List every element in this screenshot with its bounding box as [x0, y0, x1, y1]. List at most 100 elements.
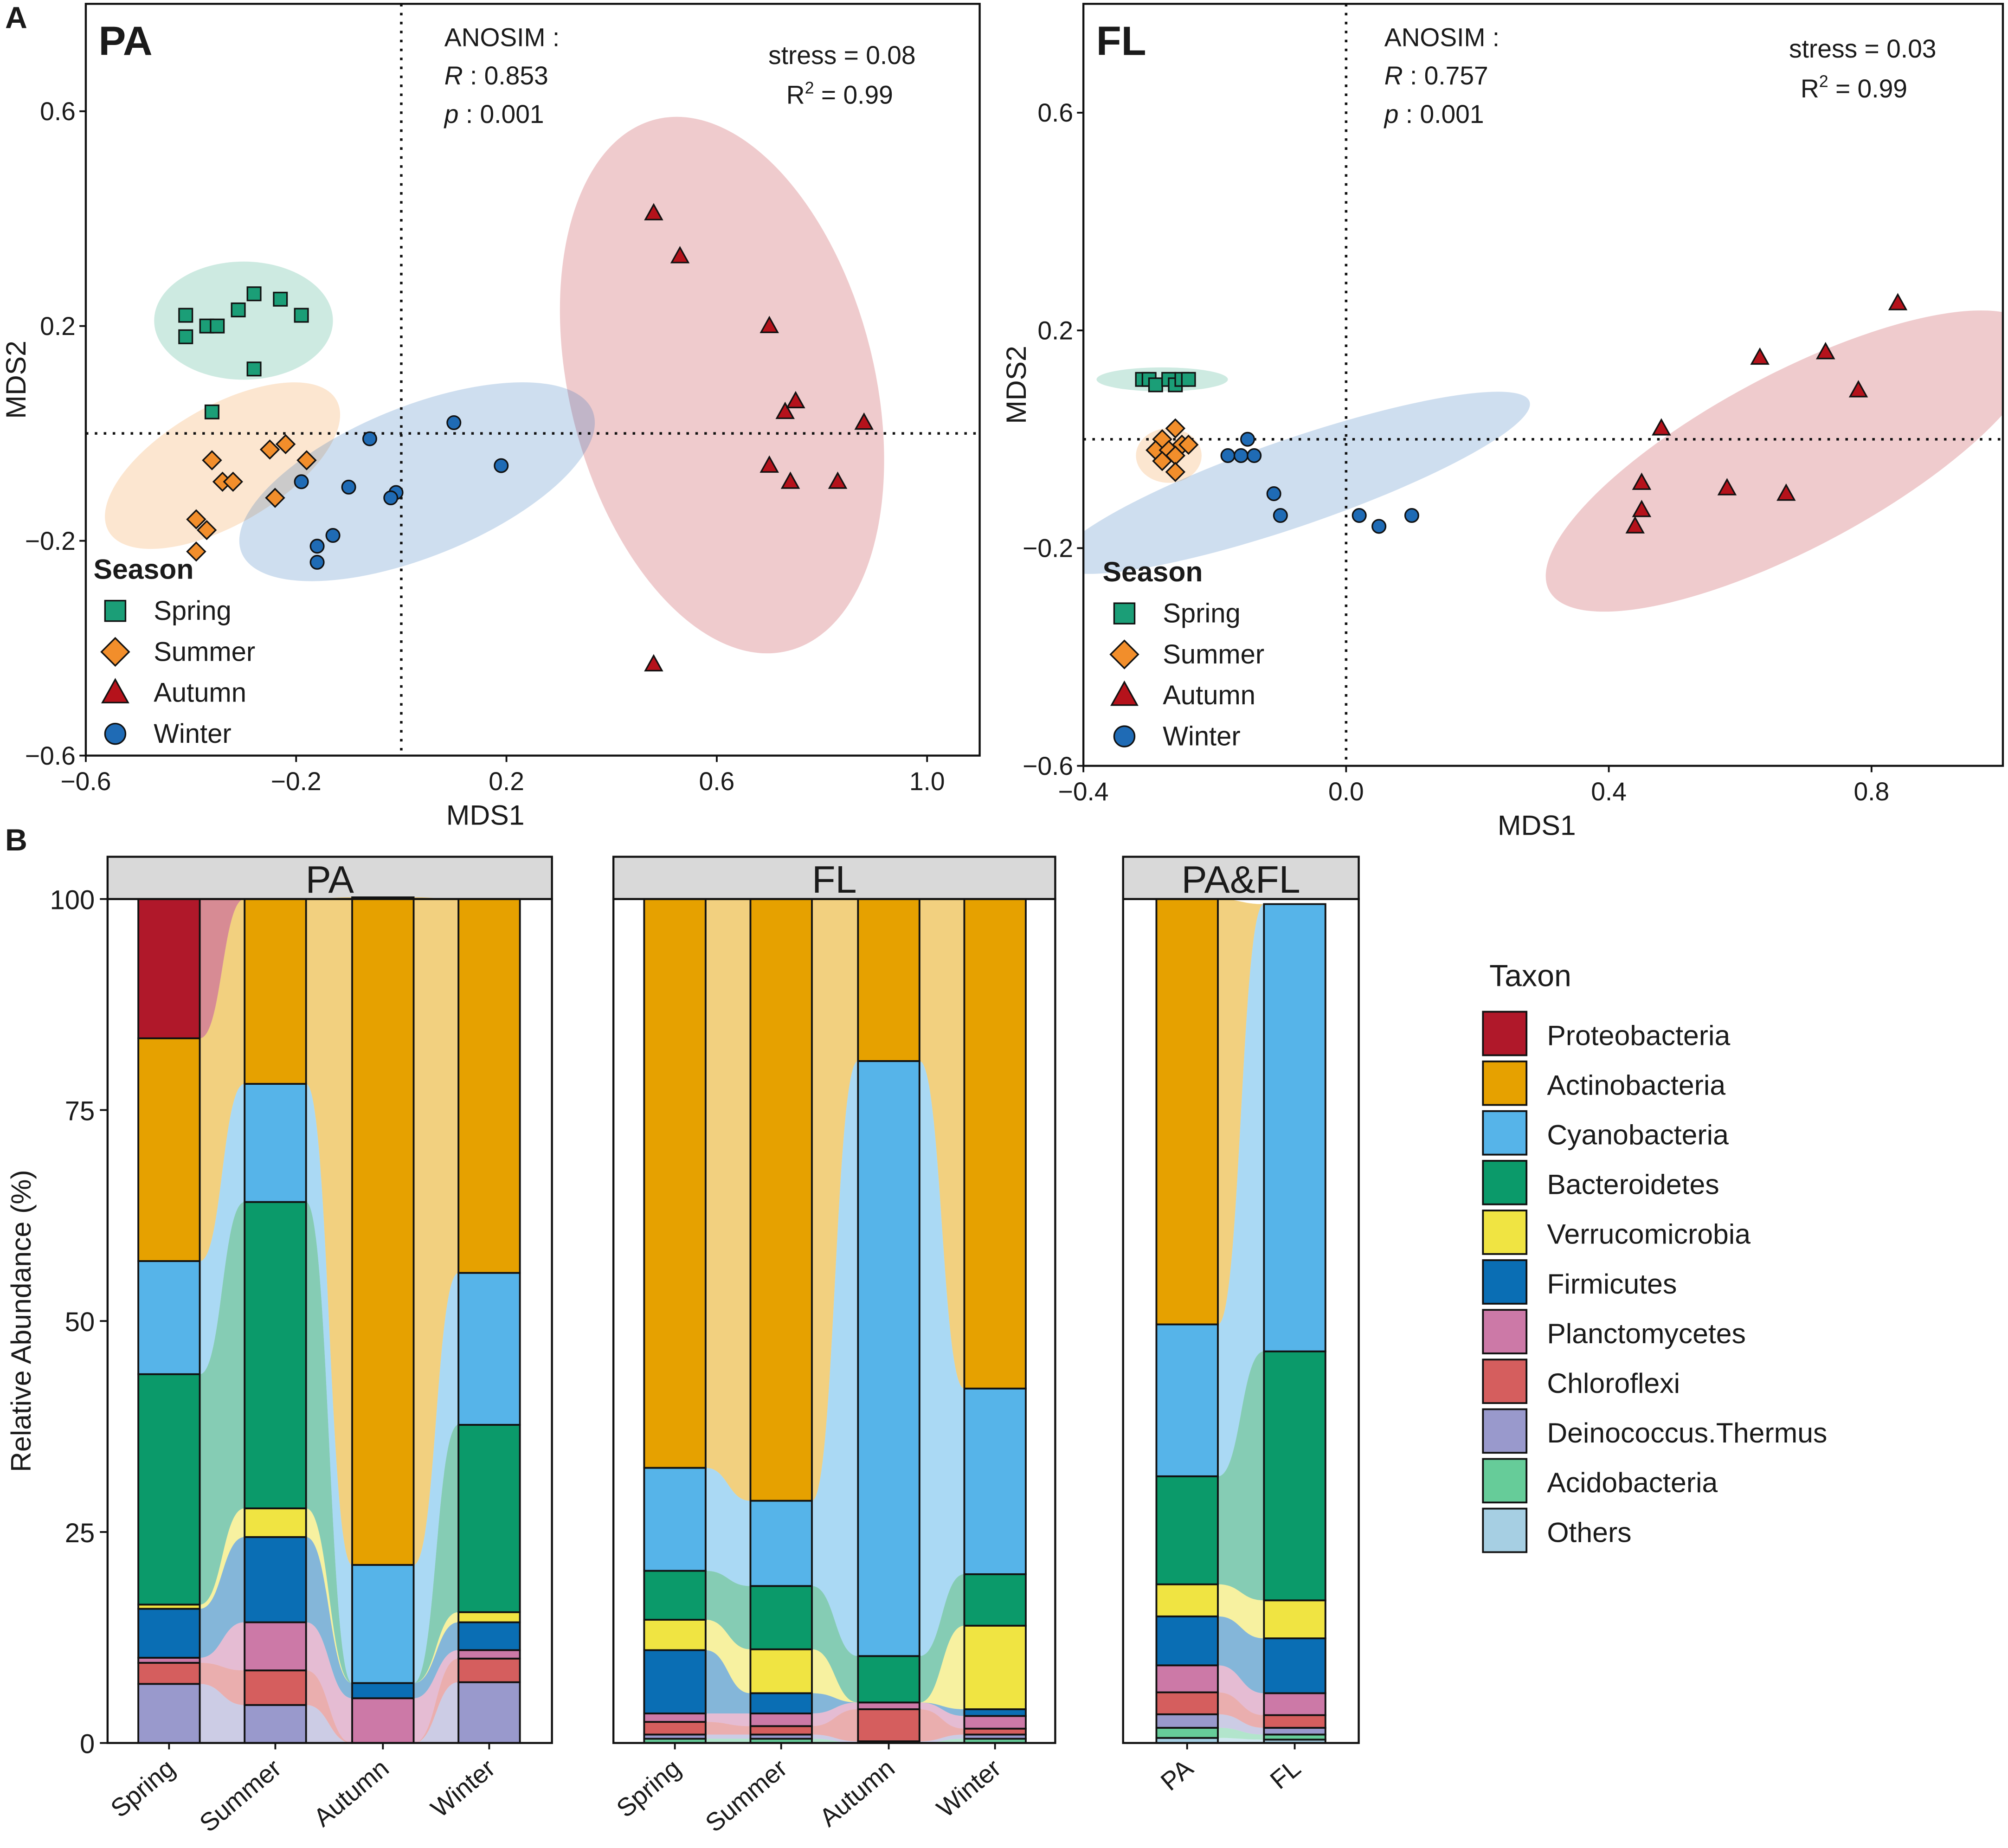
anosim-p: p : 0.001	[444, 100, 544, 129]
bar-segment-bacteroidetes	[857, 1655, 920, 1704]
summer-confidence-ellipse	[105, 382, 341, 549]
spring-point	[246, 361, 262, 377]
flow-actinobacteria	[413, 897, 459, 1565]
bar-segment-chloroflexi	[244, 1669, 307, 1706]
y-tick-label: 50	[65, 1307, 95, 1337]
bar-segment-cyanobacteria	[1155, 1323, 1219, 1477]
winter-point	[341, 479, 356, 495]
bar-segment-firmicutes	[1263, 1637, 1326, 1694]
strip-background	[1122, 856, 1360, 900]
plot-frame	[1082, 3, 2004, 767]
x-tick-label: −0.6	[60, 767, 111, 796]
panel-frame	[106, 898, 553, 1744]
legend-label-spring: Spring	[154, 596, 232, 626]
flow-actinobacteria	[919, 899, 965, 1389]
legend-label-planctomycetes: Planctomycetes	[1547, 1318, 1746, 1349]
x-tick-label: 1.0	[909, 767, 945, 796]
flow-firmicutes	[200, 1537, 245, 1658]
autumn-point	[1632, 500, 1652, 517]
bar-segment-bacteroidetes	[749, 1585, 813, 1650]
bar-segment-bacteroidetes	[643, 1570, 707, 1621]
legend-swatch-acidobacteria	[1482, 1458, 1528, 1504]
bar-segment-deinococcus-thermus	[1263, 1726, 1326, 1736]
bar-segment-planctomycetes	[244, 1621, 307, 1672]
autumn-point	[1776, 483, 1796, 501]
legend-marker-summer	[100, 637, 130, 667]
bar-segment-verrucomicrobia	[457, 1611, 521, 1623]
stacked-bar-chart: 0 25 50 75 100 Relative Abundance (%) PA Spring…	[5, 856, 1360, 1838]
flow-acidobacteria	[1217, 1727, 1264, 1740]
flow-cyanobacteria	[200, 1084, 245, 1374]
autumn-point	[759, 316, 779, 333]
r-squared: R2 = 0.99	[786, 79, 893, 109]
panel-title: FL	[1096, 18, 1146, 64]
legend-marker-summer	[1109, 639, 1139, 670]
spring-point	[246, 286, 262, 302]
winter-confidence-ellipse	[239, 382, 595, 581]
bar-segment-actinobacteria	[749, 898, 813, 1502]
flow-cyanobacteria	[705, 1468, 751, 1586]
legend-swatch-cyanobacteria	[1482, 1110, 1528, 1156]
flow-chloroflexi	[811, 1709, 858, 1742]
flow-firmicutes	[705, 1650, 751, 1713]
flow-firmicutes	[1217, 1616, 1264, 1693]
bar-segment-chloroflexi	[643, 1721, 707, 1736]
winter-point	[309, 539, 325, 554]
winter-point	[1352, 508, 1367, 523]
spring-point	[178, 329, 193, 344]
flow-actinobacteria	[705, 899, 751, 1501]
bar-segment-actinobacteria	[244, 898, 307, 1085]
taxon-legend: Taxon Proteobacteria Actinobacteria Cyanoba…	[1482, 959, 1827, 1553]
x-tick-label: Autumn	[308, 1753, 394, 1832]
legend-swatch-chloroflexi	[1482, 1359, 1528, 1404]
x-tick-label: Winter	[931, 1753, 1006, 1823]
y-tick-label: −0.6	[25, 741, 76, 770]
autumn-point	[1888, 293, 1908, 310]
summer-point	[1178, 434, 1199, 455]
y-tick-label: 0.6	[1037, 98, 1073, 127]
flow-firmicutes	[306, 1537, 353, 1699]
spring-confidence-ellipse	[154, 261, 333, 380]
r-squared-value: = 0.99	[814, 81, 893, 109]
legend-label-bacteroidetes: Bacteroidetes	[1547, 1169, 1719, 1200]
bar-segment-cyanobacteria	[1263, 903, 1326, 1352]
flow-actinobacteria	[200, 899, 245, 1262]
flow-deinococcus-thermus	[811, 1734, 858, 1743]
winter-point	[294, 474, 309, 489]
bar-segment-firmicutes	[137, 1608, 201, 1659]
bar-segment-firmicutes	[457, 1621, 521, 1651]
winter-point	[1404, 508, 1419, 523]
bar-segment-bacteroidetes	[457, 1423, 521, 1613]
winter-point	[494, 458, 509, 473]
summer-point	[259, 439, 280, 460]
y-tick-label: −0.2	[25, 527, 76, 555]
anosim-p-key: p	[444, 100, 459, 129]
spring-point	[204, 404, 219, 419]
panel-frame	[612, 898, 1056, 1744]
anosim-p-value: : 0.001	[1398, 100, 1484, 129]
bar-segment-bacteroidetes	[244, 1201, 307, 1509]
bar-segment-deinococcus-thermus	[244, 1704, 307, 1744]
flow-actinobacteria	[306, 897, 353, 1565]
legend-label-winter: Winter	[1163, 721, 1240, 751]
bar-panel-pa: PA Spring Summer Autumn Winter	[105, 856, 553, 1838]
bar-segment-chloroflexi	[1155, 1691, 1219, 1715]
flow-verrucomicrobia	[1217, 1584, 1264, 1639]
bar-segment-actinobacteria	[1155, 898, 1219, 1326]
scatter-chart-fl: −0.4 0.0 0.4 0.8 −0.6 −0.2 0.2 0.6 MDS1 MDS2 FL ANO…	[1000, 3, 2004, 841]
panel-label-a: A	[5, 1, 27, 35]
bar-segment-planctomycetes	[351, 1697, 415, 1744]
y-tick-label: 100	[50, 886, 95, 915]
legend-swatch-planctomycetes	[1482, 1309, 1528, 1354]
stress-value: stress = 0.03	[1789, 34, 1936, 63]
plot-area	[85, 4, 980, 756]
legend-title: Taxon	[1489, 959, 1571, 993]
bar-segment-actinobacteria	[857, 898, 920, 1062]
autumn-point	[644, 203, 663, 220]
plot-frame	[84, 3, 981, 757]
legend-title: Season	[93, 554, 193, 585]
spring-point	[210, 318, 225, 334]
anosim-p: p : 0.001	[1384, 100, 1484, 129]
anosim-r: R : 0.853	[444, 61, 548, 90]
autumn-point	[780, 471, 800, 489]
